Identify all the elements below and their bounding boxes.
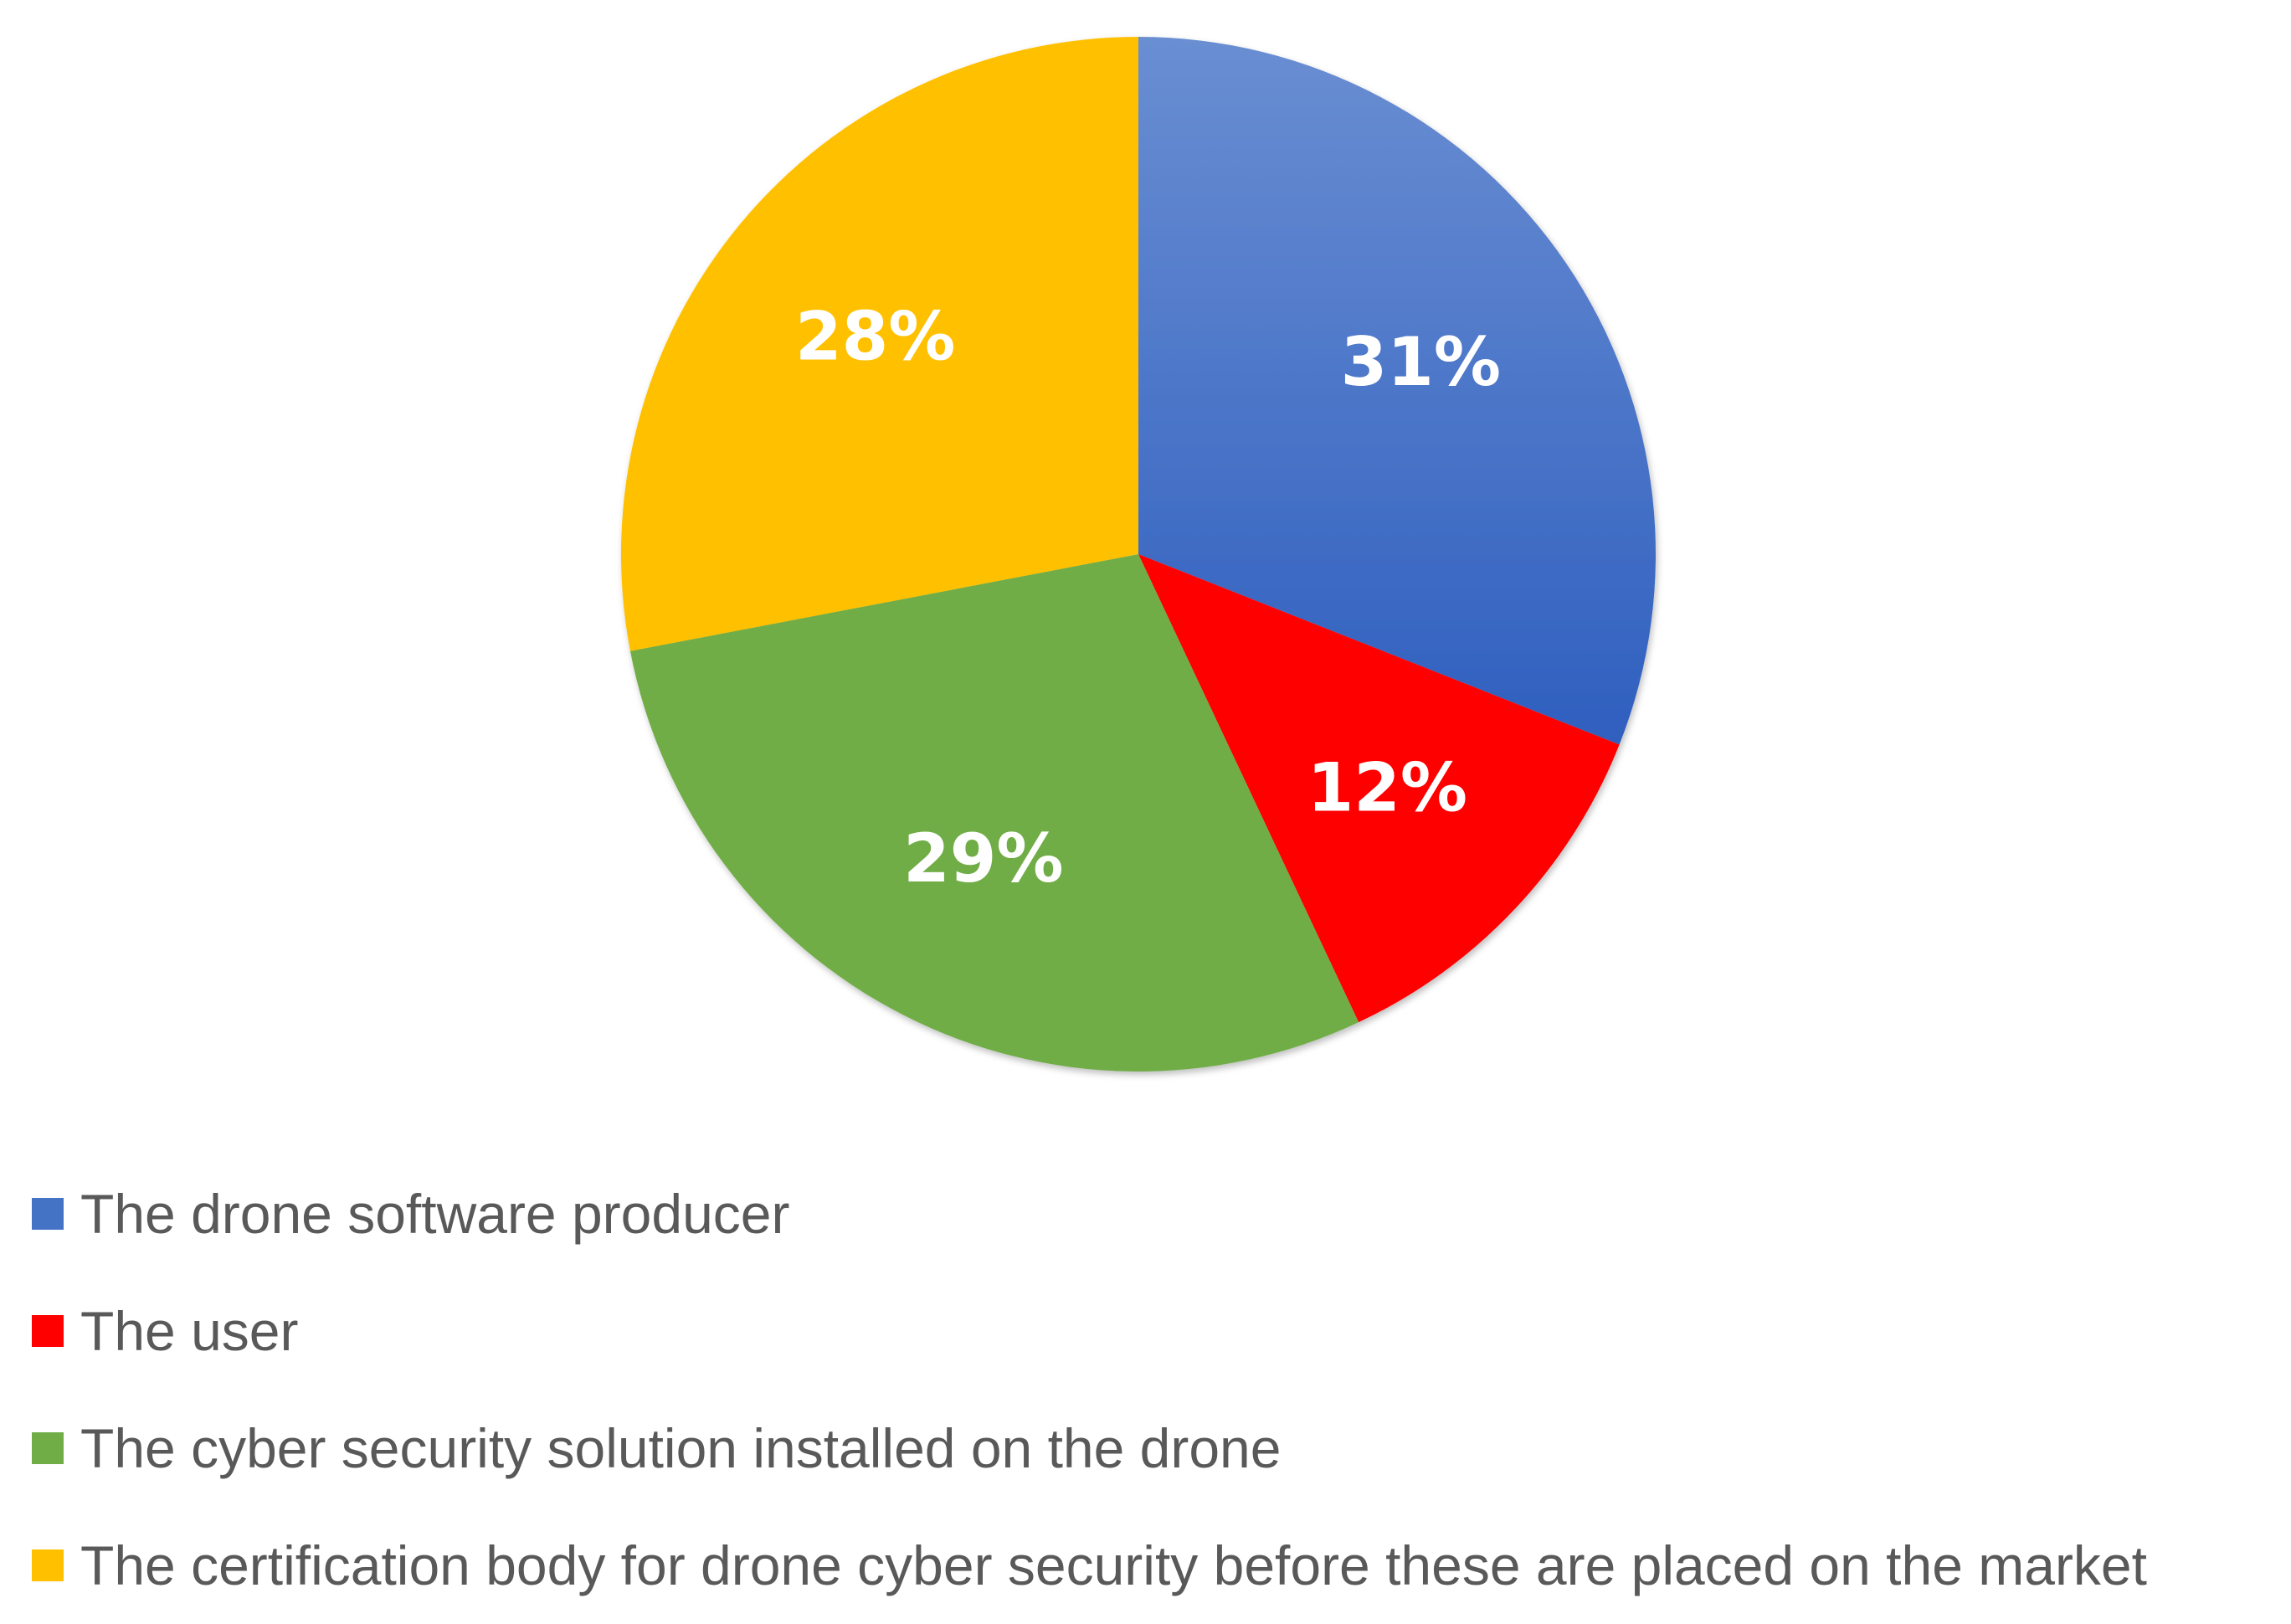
pie-slice-user [1138,554,1620,1023]
pie-slice-software-producer [1138,36,1656,745]
pie-data-label: 31% [1341,323,1501,401]
legend-label: The drone software producer [80,1183,790,1245]
pie-data-label: 12% [1307,749,1467,827]
legend-label: The cyber security solution installed on… [80,1417,1282,1479]
legend-item-certification-body: The certification body for drone cyber s… [32,1507,2147,1624]
legend-label: The certification body for drone cyber s… [80,1534,2147,1596]
pie-slices [620,36,1656,1072]
legend-item-user: The user [32,1272,2147,1390]
legend-item-security-solution: The cyber security solution installed on… [32,1390,2147,1507]
pie-slice-security-solution [629,554,1359,1072]
pie-data-labels: 31% 12% 29% 28% [795,298,1501,897]
pie-slice-certification-body [620,37,1138,651]
legend: The drone software producer The user The… [32,1155,2147,1624]
legend-item-software-producer: The drone software producer [32,1155,2147,1272]
pie-data-label: 28% [795,298,955,376]
pie-data-label: 29% [903,820,1063,897]
legend-label: The user [80,1300,299,1362]
legend-swatch [32,1432,64,1464]
legend-swatch [32,1315,64,1347]
legend-swatch [32,1198,64,1230]
legend-swatch [32,1549,64,1581]
